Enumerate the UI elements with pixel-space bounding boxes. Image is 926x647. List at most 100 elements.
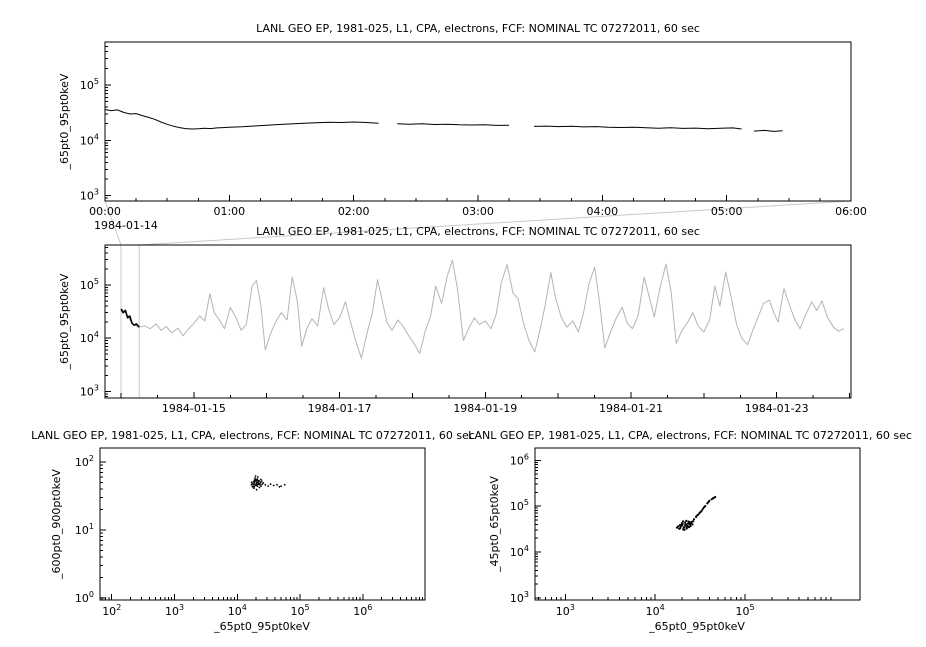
panel-timeseries-zoom: 00:00 01:00 02:00 03:00 04:00 05:00 06:00 103 10… xyxy=(80,41,867,218)
panel-timeseries-context: 1984-01-15 1984-01-17 1984-01-19 1984-01-21… xyxy=(80,244,852,415)
y-tick-label: 103 xyxy=(510,590,529,605)
title-panel-top: LANL GEO EP, 1981-025, L1, CPA, electron… xyxy=(256,22,700,35)
scatter-point xyxy=(682,526,685,530)
scatter-point xyxy=(680,522,684,525)
scatter-point xyxy=(678,524,681,527)
scatter-point xyxy=(267,485,269,487)
y-tick-label: 105 xyxy=(510,498,529,513)
scatter-point xyxy=(691,523,694,526)
scatter-point xyxy=(257,476,259,478)
x-tick-label: 102 xyxy=(102,603,121,618)
scatter-point xyxy=(258,486,261,489)
scatter-point xyxy=(679,525,682,528)
series-zoom-region-overlay xyxy=(120,308,140,328)
scatter-point xyxy=(686,522,690,525)
scatter-point xyxy=(254,477,256,479)
x-tick-label: 104 xyxy=(228,603,247,618)
scatter-point xyxy=(678,527,681,530)
x-tick-label: 06:00 xyxy=(835,205,867,218)
x-tick-label: 105 xyxy=(290,603,309,618)
series-scatter-45-65 xyxy=(675,495,717,531)
x-tick-label: 00:00 xyxy=(89,205,121,218)
scatter-point xyxy=(700,509,703,512)
scatter-point xyxy=(683,528,686,531)
y-axis-label-scatter-left: _600pt0_900pt0keV xyxy=(50,469,63,579)
scatter-point xyxy=(685,527,688,530)
scatter-point xyxy=(255,488,258,491)
zoom-region-box xyxy=(120,244,140,399)
scatter-point xyxy=(707,501,710,504)
y-tick-label: 102 xyxy=(75,454,94,469)
y-tick-label: 104 xyxy=(80,330,99,345)
series-flux-65-95keV-9day xyxy=(120,259,844,359)
y-axis-label-top: _65pt0_95pt0keV xyxy=(58,73,71,170)
x-tick-label: 1984-01-23 xyxy=(745,402,809,415)
scatter-point xyxy=(261,483,264,486)
x-tick-label: 03:00 xyxy=(462,205,494,218)
series-flux-65-95keV-6hr xyxy=(104,109,783,132)
scatter-point xyxy=(272,484,275,487)
scatter-point xyxy=(276,483,278,486)
scatter-point xyxy=(260,485,262,487)
x-tick-label: 01:00 xyxy=(213,205,245,218)
x-tick-label: 05:00 xyxy=(711,205,743,218)
scatter-point xyxy=(681,520,685,523)
title-panel-context: LANL GEO EP, 1981-025, L1, CPA, electron… xyxy=(256,225,700,238)
series-scatter-600-900 xyxy=(250,475,286,491)
plot-frame xyxy=(99,447,426,601)
scatter-point xyxy=(262,482,265,484)
scatter-point xyxy=(685,519,688,522)
zoom-connector-right xyxy=(139,200,852,246)
scatter-point xyxy=(703,506,706,509)
scatter-point xyxy=(257,480,260,483)
scatter-point xyxy=(254,475,257,477)
y-tick-label: 105 xyxy=(80,277,99,292)
x-tick-label: 104 xyxy=(646,603,665,618)
x-axis-context-date: 1984-01-14 xyxy=(94,219,158,232)
scatter-point xyxy=(256,483,258,486)
x-tick-label: 1984-01-17 xyxy=(308,402,372,415)
y-axis-label-context: _65pt0_95pt0keV xyxy=(58,273,71,370)
scatter-point xyxy=(259,481,262,484)
scatter-point xyxy=(689,524,692,528)
y-tick-label: 106 xyxy=(510,452,529,467)
x-tick-label: 106 xyxy=(353,603,372,618)
scatter-point xyxy=(686,525,689,528)
y-tick-label: 105 xyxy=(80,77,99,92)
panel-scatter-600-900-vs-65-95: 102 103 104 105 106 100 101 102 xyxy=(75,447,426,618)
y-tick-label: 101 xyxy=(75,522,94,537)
scatter-point xyxy=(688,521,691,524)
x-tick-label: 105 xyxy=(736,603,755,618)
scatter-point xyxy=(253,485,256,488)
x-axis-label-scatter-left: _65pt0_95pt0keV xyxy=(214,620,310,633)
y-tick-label: 104 xyxy=(510,544,529,559)
scatter-point xyxy=(258,482,261,485)
scatter-point xyxy=(264,483,267,486)
scatter-point xyxy=(256,479,259,481)
zoom-connector-left xyxy=(104,200,122,246)
scatter-point xyxy=(283,483,286,486)
y-tick-label: 104 xyxy=(80,132,99,147)
scatter-point xyxy=(687,526,691,529)
plot-frame xyxy=(534,447,861,601)
x-tick-label: 04:00 xyxy=(586,205,618,218)
scatter-point xyxy=(695,514,698,517)
x-tick-label: 1984-01-15 xyxy=(162,402,226,415)
scatter-point xyxy=(254,480,256,483)
x-axis-label-scatter-right: _65pt0_95pt0keV xyxy=(649,620,745,633)
x-tick-label: 103 xyxy=(165,603,184,618)
plot-frame xyxy=(104,41,852,202)
x-tick-label: 1984-01-21 xyxy=(599,402,663,415)
x-tick-label: 1984-01-19 xyxy=(453,402,517,415)
x-tick-label: 02:00 xyxy=(338,205,370,218)
scatter-point xyxy=(251,482,254,485)
scatter-point xyxy=(692,520,695,523)
scatter-point xyxy=(684,521,687,524)
scatter-point xyxy=(269,483,272,486)
scatter-point xyxy=(684,523,687,526)
scatter-point xyxy=(260,480,263,483)
y-tick-label: 103 xyxy=(80,383,99,398)
scatter-point xyxy=(253,487,255,490)
